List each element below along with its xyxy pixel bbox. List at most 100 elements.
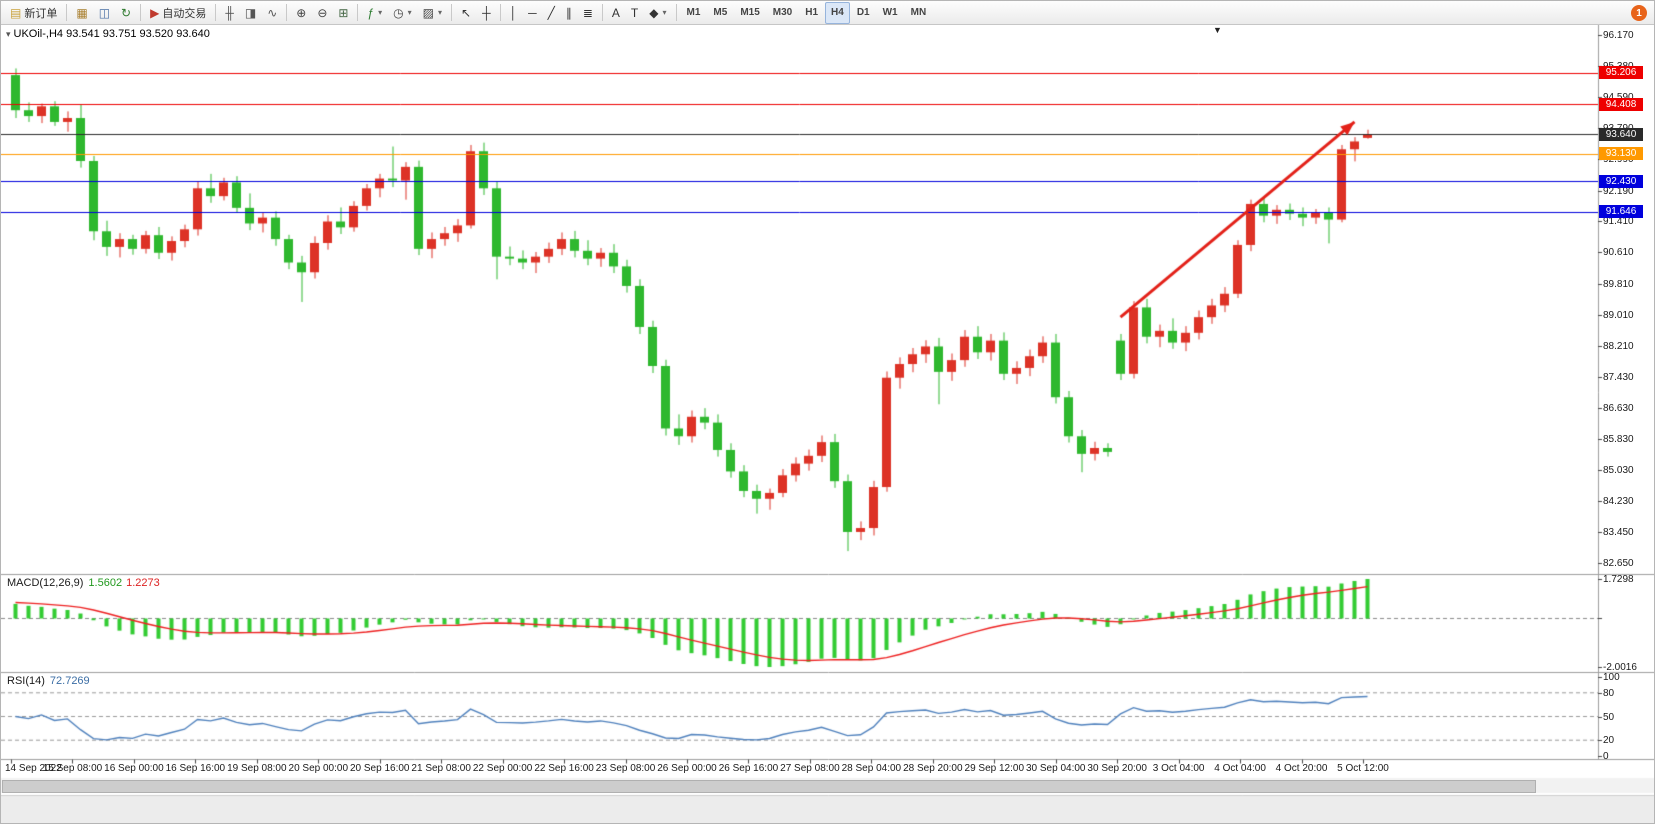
- timeframe-w1-label: W1: [882, 7, 898, 18]
- timeframe-m1[interactable]: M1: [681, 2, 707, 24]
- zoom-out-button-icon: ⊖: [317, 5, 328, 20]
- charts-grid-button-icon: ▦: [76, 5, 88, 20]
- time-axis-label: 4 Oct 20:00: [1275, 763, 1328, 774]
- templates-button-dropdown-icon[interactable]: ▾: [437, 8, 442, 17]
- templates-button[interactable]: ▨ ▾: [418, 2, 447, 24]
- timeframe-h4[interactable]: H4: [825, 1, 850, 24]
- horizontal-line-button[interactable]: ─: [523, 2, 542, 24]
- fibonacci-button-icon: ≣: [582, 5, 593, 20]
- toolbar-separator: [601, 4, 603, 21]
- trendline-button-icon: ╱: [547, 5, 555, 20]
- line-chart-button[interactable]: ∿: [262, 2, 282, 24]
- rsi-label: RSI(14): [7, 675, 45, 687]
- new-order-button-label: 新订单: [24, 7, 58, 20]
- rsi-axis-label: 100: [1603, 672, 1620, 683]
- trendline-button[interactable]: ╱: [543, 2, 560, 24]
- toolbar-separator: [66, 4, 68, 21]
- refresh-button-icon: ↻: [121, 5, 132, 20]
- toolbar-separator: [140, 4, 142, 21]
- rsi-axis-label: 50: [1603, 711, 1615, 723]
- chart-area: ▾ UKOil-,H4 93.541 93.751 93.520 93.640 ▼…: [1, 25, 1654, 823]
- timeframe-h1-label: H1: [805, 7, 819, 18]
- time-axis-label: 29 Sep 12:00: [964, 763, 1025, 774]
- vertical-line-button[interactable]: │: [505, 2, 523, 24]
- horizontal-scrollbar-thumb[interactable]: [2, 780, 1536, 793]
- timeframe-h1[interactable]: H1: [799, 2, 824, 24]
- timeframe-m30[interactable]: M30: [767, 2, 798, 24]
- new-order-button[interactable]: ▤ 新订单: [5, 2, 62, 24]
- text-button[interactable]: A: [607, 2, 625, 24]
- zoom-in-button[interactable]: ⊕: [291, 2, 311, 24]
- time-axis-label: 22 Sep 00:00: [472, 763, 533, 774]
- toolbar-separator: [499, 4, 501, 21]
- fibonacci-button[interactable]: ≣: [578, 2, 598, 24]
- time-axis-label: 28 Sep 04:00: [841, 763, 902, 774]
- time-axis-label: 19 Sep 08:00: [227, 763, 287, 774]
- refresh-button[interactable]: ↻: [116, 2, 136, 24]
- channel-button[interactable]: ∥: [561, 2, 577, 24]
- timeframe-m15[interactable]: M15: [734, 2, 765, 24]
- macd-signal-value: 1.2273: [126, 577, 160, 589]
- chart-title-text: UKOil-,H4 93.541 93.751 93.520 93.640: [13, 28, 210, 40]
- timeframe-m5-label: M5: [713, 7, 728, 18]
- timeframe-d1[interactable]: D1: [851, 2, 876, 24]
- tile-windows-button-icon: ⊞: [338, 5, 349, 20]
- notification-badge[interactable]: 1: [1631, 5, 1647, 21]
- price-axis-tick: 91.410: [1603, 216, 1634, 228]
- timeframe-m1-label: M1: [686, 7, 701, 18]
- hline-price-tag-91.646[interactable]: 91.646: [1599, 205, 1643, 219]
- hline-price-tag-95.206[interactable]: 95.206: [1599, 66, 1643, 80]
- rsi-axis-label: 20: [1603, 735, 1615, 747]
- price-axis-tick: 82.650: [1603, 558, 1634, 570]
- candlestick-chart-button[interactable]: ◨: [240, 2, 261, 24]
- indicators-button[interactable]: ƒ ▾: [362, 2, 387, 24]
- indicators-button-dropdown-icon[interactable]: ▾: [378, 8, 383, 17]
- toolbar-separator: [451, 4, 452, 21]
- profile-button-icon: ◫: [98, 5, 111, 20]
- time-axis-label: 14 Sep 2022: [5, 763, 62, 774]
- timeframe-h4-label: H4: [831, 7, 844, 18]
- timeframe-m30-label: M30: [772, 7, 793, 18]
- tile-windows-button[interactable]: ⊞: [333, 2, 353, 24]
- indicators-button-icon: ƒ: [367, 5, 375, 20]
- cursor-button[interactable]: ↖: [456, 2, 476, 24]
- text-label-button[interactable]: T: [626, 2, 643, 24]
- chart-shift-marker[interactable]: ▼: [1213, 25, 1222, 35]
- arrows-button-dropdown-icon[interactable]: ▾: [662, 8, 667, 17]
- macd-label: MACD(12,26,9): [7, 577, 84, 589]
- zoom-out-button[interactable]: ⊖: [312, 2, 332, 24]
- line-chart-button-icon: ∿: [267, 5, 278, 20]
- auto-trading-button-label: 自动交易: [162, 7, 207, 20]
- hline-price-tag-93.130[interactable]: 93.130: [1599, 147, 1643, 161]
- time-axis-label: 4 Oct 04:00: [1214, 763, 1266, 774]
- periods-button-dropdown-icon[interactable]: ▾: [407, 8, 412, 17]
- hline-price-tag-94.408[interactable]: 94.408: [1599, 97, 1643, 111]
- rsi-value: 72.7269: [49, 675, 90, 687]
- timeframe-m15-label: M15: [740, 7, 760, 18]
- templates-button-icon: ▨: [422, 5, 434, 20]
- time-axis-label: 5 Oct 12:00: [1337, 763, 1389, 774]
- charts-grid-button[interactable]: ▦: [71, 2, 92, 24]
- hline-price-tag-92.430[interactable]: 92.430: [1599, 174, 1643, 188]
- time-axis-label: 16 Sep 16:00: [165, 763, 226, 774]
- bid-price-tag-93.640[interactable]: 93.640: [1599, 127, 1643, 141]
- periods-button[interactable]: ◷ ▾: [388, 2, 417, 24]
- chart-canvas[interactable]: [1, 25, 1654, 823]
- auto-trading-button[interactable]: ▶ 自动交易: [145, 2, 211, 24]
- profile-button[interactable]: ◫: [94, 2, 115, 24]
- timeframe-w1[interactable]: W1: [877, 2, 904, 24]
- time-axis-label: 21 Sep 08:00: [411, 763, 471, 774]
- bar-chart-button[interactable]: ╫: [220, 2, 239, 24]
- time-axis-label: 26 Sep 16:00: [718, 763, 779, 774]
- crosshair-button[interactable]: ┼: [477, 2, 496, 24]
- timeframe-m5[interactable]: M5: [707, 2, 733, 24]
- crosshair-button-icon: ┼: [482, 5, 491, 20]
- horizontal-line-button-icon: ─: [528, 5, 537, 20]
- time-axis-label: 26 Sep 00:00: [657, 763, 717, 774]
- price-axis-tick: 83.450: [1603, 526, 1634, 538]
- price-axis-tick: 89.010: [1603, 309, 1634, 321]
- arrows-button[interactable]: ◆ ▾: [644, 2, 671, 24]
- timeframe-mn[interactable]: MN: [905, 2, 933, 24]
- objects-dropdown-icon[interactable]: ▾: [6, 29, 11, 39]
